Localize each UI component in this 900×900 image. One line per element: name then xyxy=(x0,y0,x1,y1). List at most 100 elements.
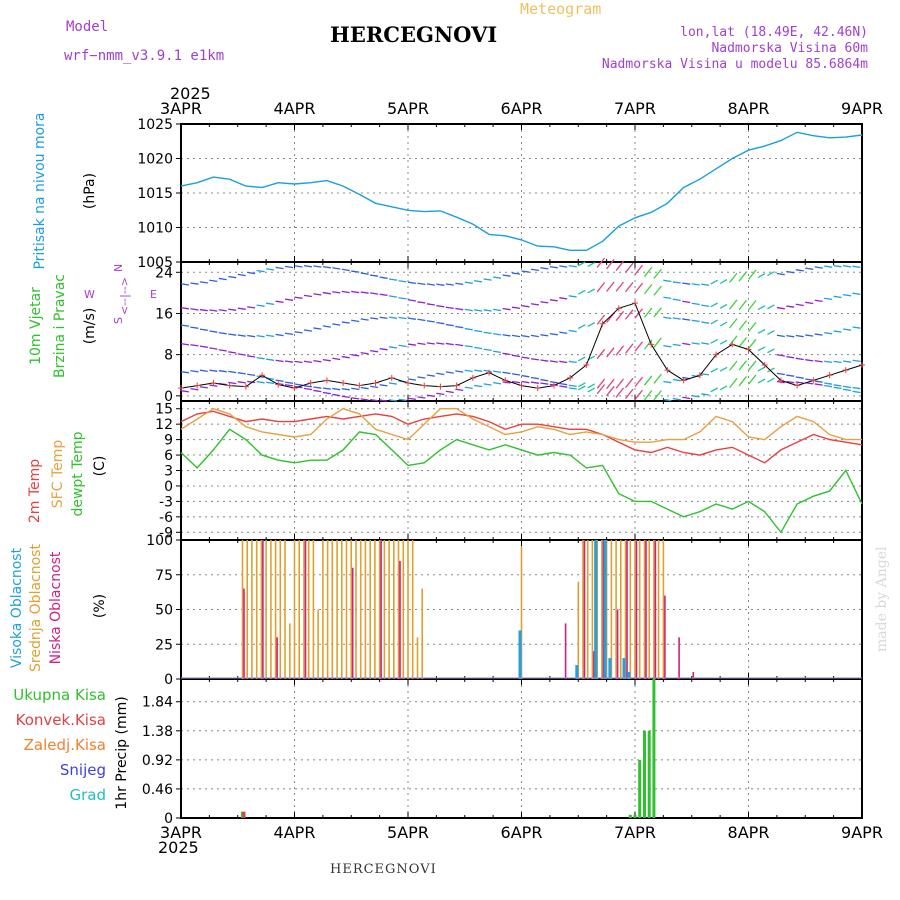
wind-barb xyxy=(407,317,416,320)
cloud-mid-bar xyxy=(336,540,338,679)
wind-barb xyxy=(209,330,218,333)
wind-barb xyxy=(180,343,190,346)
wind-barb xyxy=(256,304,265,307)
y-tick-label: 1015 xyxy=(137,186,173,202)
wind-barb xyxy=(786,374,795,377)
wind-barb xyxy=(663,316,672,320)
wind-barb xyxy=(776,306,785,310)
wind-barb xyxy=(237,381,246,384)
wind-speed-marker xyxy=(226,382,233,389)
x-tick-label-bottom: 3APR xyxy=(160,823,202,842)
wind-barb xyxy=(814,360,823,363)
wind-barb xyxy=(833,386,842,390)
wind-barb xyxy=(417,282,426,286)
wind-barb xyxy=(701,283,710,286)
wind-speed-marker xyxy=(372,379,379,386)
wind-barb xyxy=(625,309,634,320)
wind-barb xyxy=(682,282,691,285)
wind-barb xyxy=(199,386,208,389)
wind-barb xyxy=(388,399,398,402)
wind-barb xyxy=(294,265,303,268)
wind-barb xyxy=(833,330,842,333)
wind-barb xyxy=(379,276,388,279)
wind-barb xyxy=(824,297,833,301)
wind-barb xyxy=(568,264,577,268)
x-tick-label-top: 4APR xyxy=(274,99,316,118)
cloud-mid-bar xyxy=(279,540,282,679)
wind-barb xyxy=(190,344,199,347)
wind-barb xyxy=(180,283,190,286)
wind-barb xyxy=(190,388,199,391)
wind-barb xyxy=(209,347,218,350)
wind-barb xyxy=(530,376,539,380)
wind-barb xyxy=(417,301,426,304)
wind-barb xyxy=(218,309,227,312)
wind-barb xyxy=(303,387,312,391)
wind-barb xyxy=(455,388,464,392)
wind-barb xyxy=(530,381,540,384)
wind-barb xyxy=(360,291,369,294)
wind-barb xyxy=(549,265,558,269)
wind-barb xyxy=(530,268,539,272)
wind-barb xyxy=(436,342,445,345)
cloud-mid-bar xyxy=(369,540,371,679)
meteogram-label: Meteogram xyxy=(520,0,602,18)
cloud-mid-bar xyxy=(341,540,343,679)
wind-speed-marker xyxy=(242,383,249,390)
cloud-mid-bar xyxy=(411,540,414,679)
cloud-low-bar xyxy=(243,588,245,679)
wind-barb xyxy=(615,345,625,356)
wind-barb xyxy=(795,269,804,272)
wind-barb xyxy=(199,281,208,284)
altitude-label: Nadmorska Visina 60m xyxy=(711,41,868,56)
wind-barb xyxy=(805,301,814,305)
wind-barb xyxy=(776,372,785,376)
wind-barb xyxy=(436,372,445,376)
wind-speed-marker xyxy=(421,382,428,389)
wind-barb xyxy=(653,285,662,296)
cloud-high-bar xyxy=(627,672,631,679)
wind-barb xyxy=(199,328,208,331)
cloud-mid-bar xyxy=(383,540,386,679)
precip-total-bar xyxy=(633,814,637,818)
x-tick-label-bottom: 7APR xyxy=(614,823,656,842)
wind-barb xyxy=(436,392,445,396)
wind-barb xyxy=(379,293,388,297)
model-altitude-label: Nadmorska Visina u modelu 85.6864m xyxy=(601,57,868,72)
wind-barb xyxy=(710,338,719,344)
wind-barb xyxy=(483,369,492,373)
y-tick-label: 1.84 xyxy=(142,695,173,711)
cloud-mid-bar xyxy=(388,540,390,679)
cloud-mid-bar xyxy=(265,540,267,679)
footer-station: HERCEGNOVI xyxy=(330,862,437,877)
wind-speed-marker xyxy=(826,372,833,379)
wind-barb xyxy=(540,267,549,270)
wind-barb xyxy=(738,320,748,331)
wind-barb xyxy=(710,387,719,393)
wind-barb xyxy=(322,387,331,390)
cloud-mid-bar xyxy=(298,540,300,679)
wind-barb xyxy=(738,360,748,371)
wind-barb xyxy=(275,266,284,270)
wind-barb xyxy=(464,345,473,348)
wind-barb xyxy=(436,305,445,308)
wind-barb xyxy=(407,299,417,302)
wind-barb xyxy=(795,381,804,384)
wind-barb xyxy=(303,360,312,364)
wind-barb xyxy=(701,342,710,345)
wind-barb xyxy=(483,348,492,352)
wind-barb xyxy=(634,264,644,275)
wind-barb xyxy=(417,376,426,379)
wind-barb xyxy=(256,356,265,360)
legend-total-rain: Ukupna Kisa xyxy=(13,686,106,704)
wind-barb xyxy=(284,332,294,336)
compass-east: E xyxy=(150,288,157,301)
wind-barb xyxy=(824,360,833,364)
wind-speed-marker xyxy=(323,377,330,384)
wind-barb xyxy=(294,296,303,299)
cloud-mid-bar xyxy=(662,540,665,679)
wind-barb xyxy=(341,387,350,391)
wind-speed-marker xyxy=(615,305,622,312)
wind-barb xyxy=(322,391,331,395)
wind-barb xyxy=(559,331,568,335)
